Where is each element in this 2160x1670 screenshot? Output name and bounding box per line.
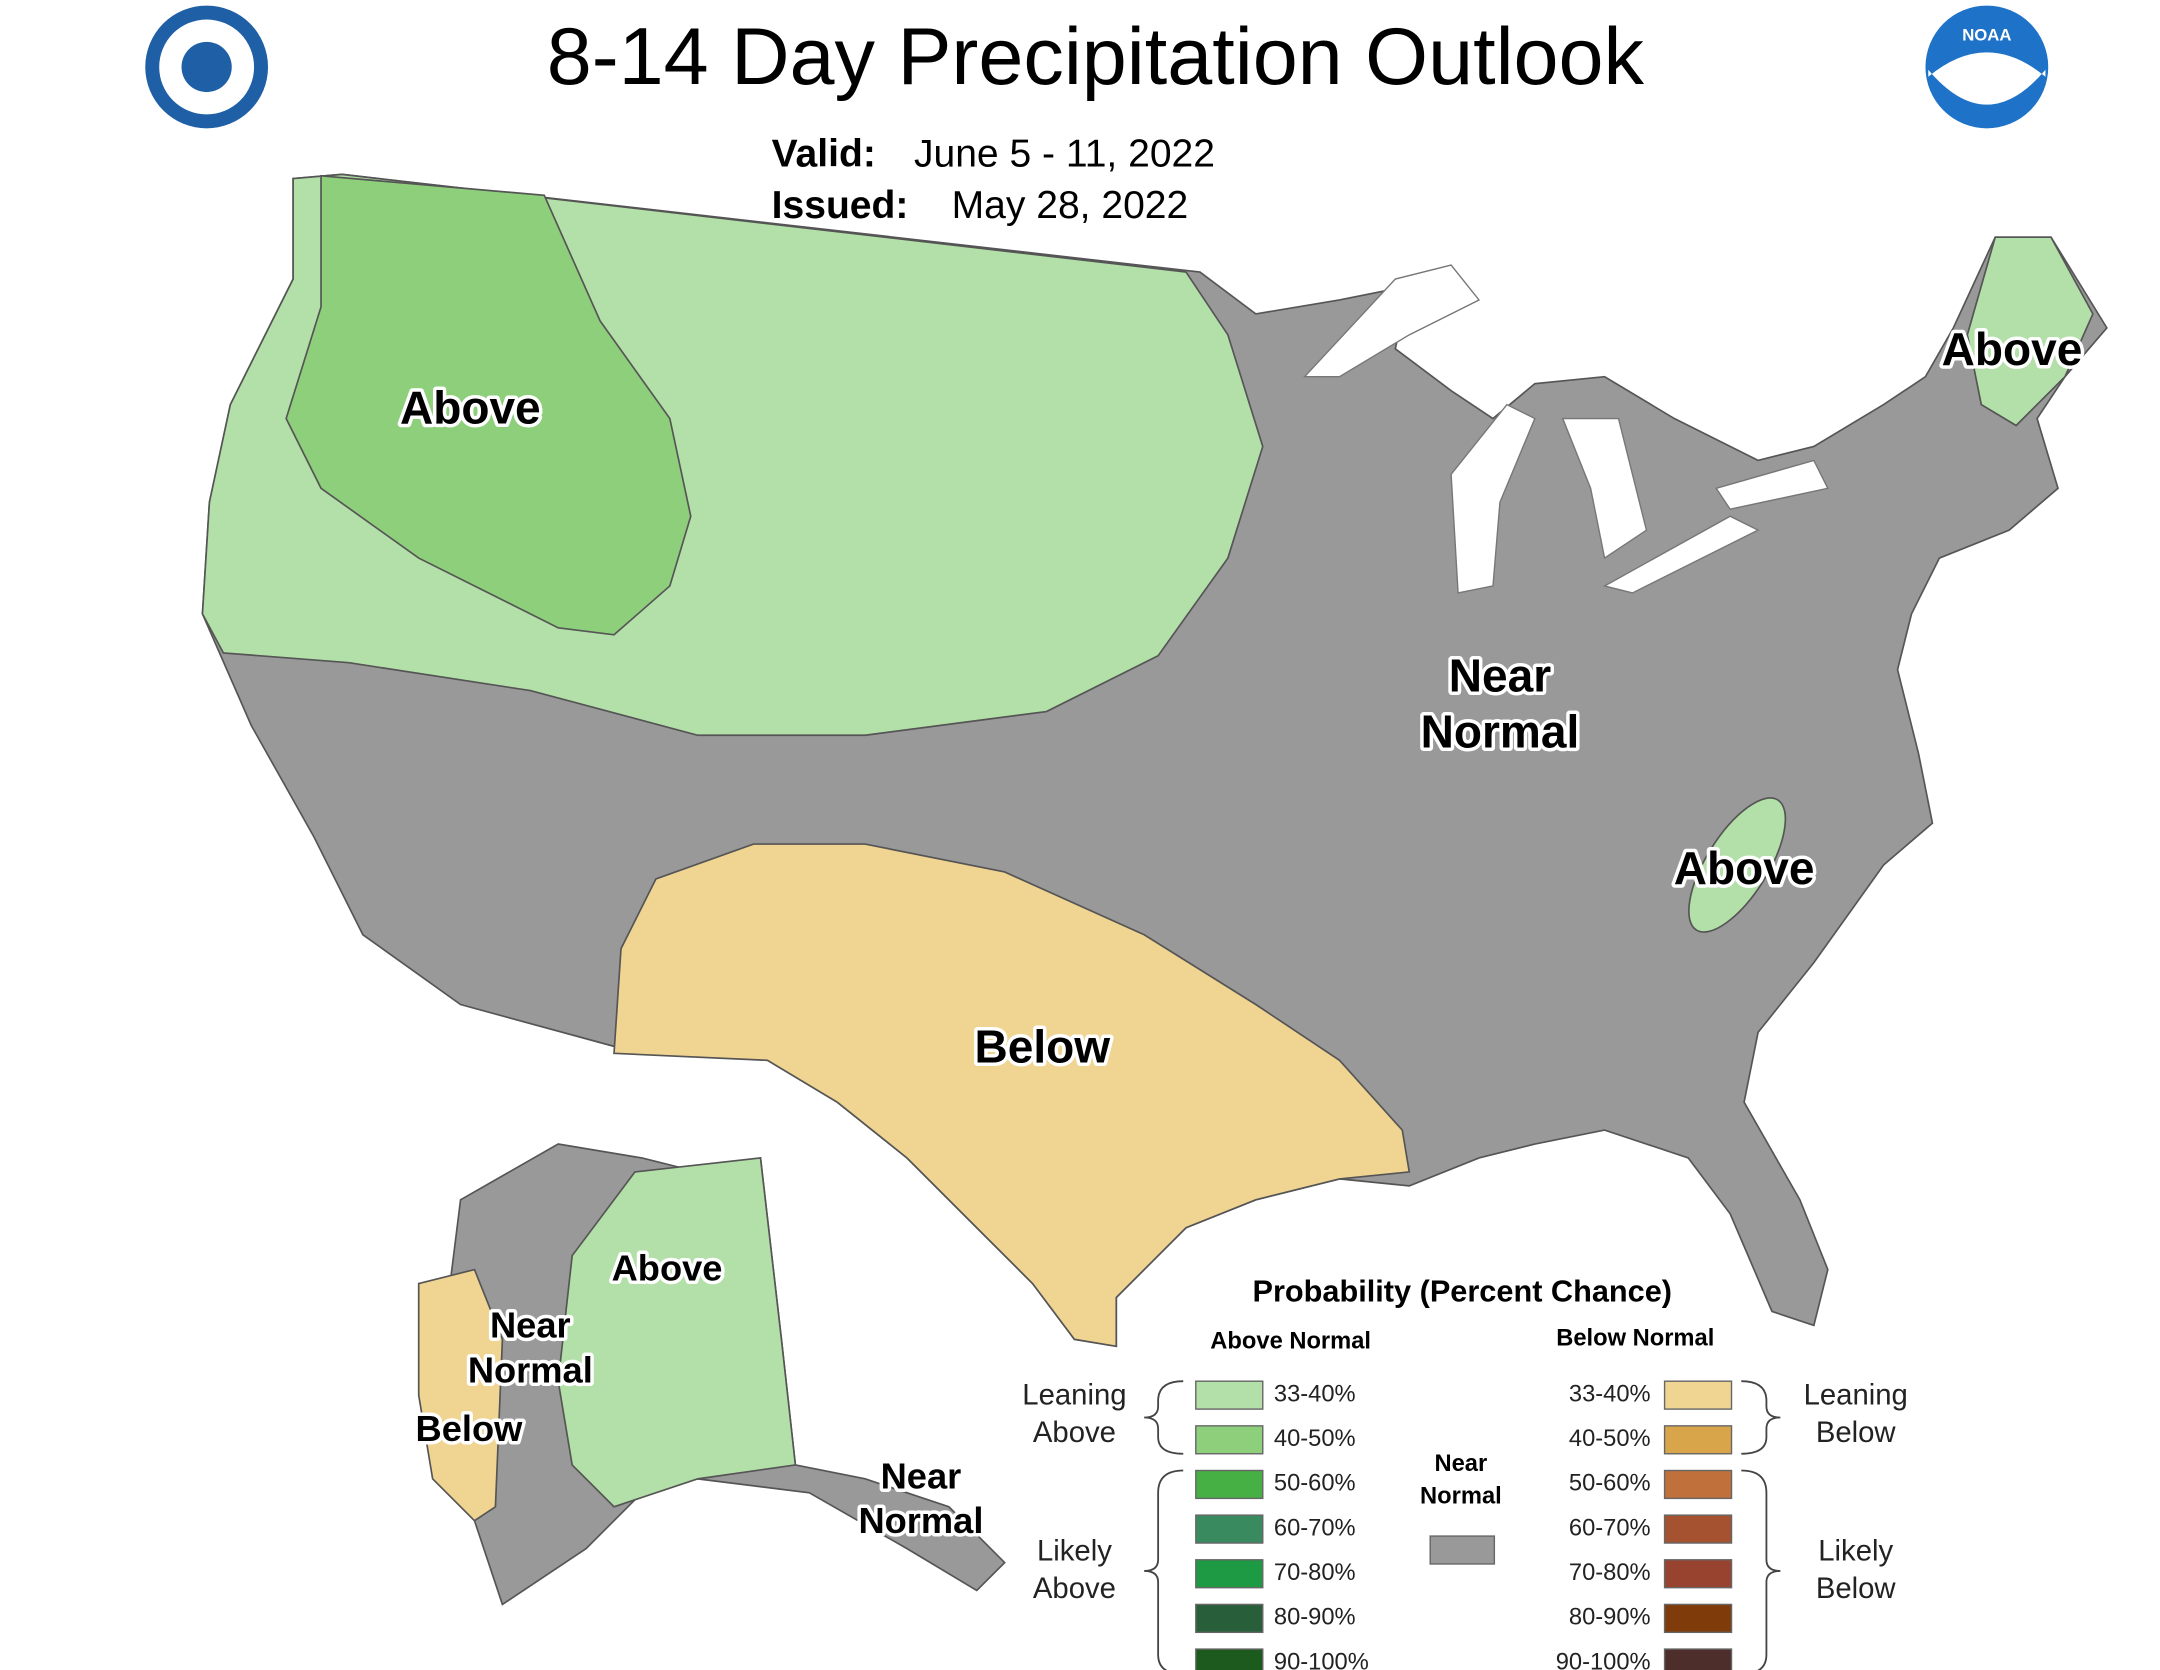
region-label: Above	[612, 1248, 723, 1289]
legend-group: Below	[1816, 1572, 1897, 1605]
region-label: Below	[416, 1408, 524, 1449]
alaska-above-33	[557, 1157, 797, 1508]
valid-date: June 5 - 11, 2022	[914, 133, 1215, 176]
legend-swatch	[1663, 1559, 1733, 1589]
southwest-below-33	[613, 843, 1411, 1348]
legend-swatch	[1195, 1425, 1264, 1455]
legend-swatch	[1195, 1648, 1264, 1670]
legend-label: 33-40%	[1569, 1381, 1651, 1407]
legend-group: Leaning	[1022, 1378, 1126, 1411]
legend-label: 50-60%	[1569, 1471, 1651, 1497]
legend-title: Probability (Percent Chance)	[1253, 1273, 1673, 1308]
maine-above-33	[1966, 236, 2094, 427]
issued-label: Issued:	[772, 184, 909, 227]
legend-label: 40-50%	[1569, 1426, 1651, 1452]
region-label: Above	[1942, 323, 2083, 375]
legend-swatch	[1663, 1603, 1733, 1634]
brace	[1741, 1380, 1781, 1455]
lake-huron	[1561, 417, 1648, 560]
legend-below-header: Below Normal	[1556, 1326, 1714, 1352]
legend-swatch	[1195, 1559, 1264, 1589]
legend-swatch	[1663, 1469, 1733, 1500]
legend-near: Near	[1435, 1451, 1488, 1477]
legend-label: 33-40%	[1274, 1381, 1356, 1407]
title: 8-14 Day Precipitation Outlook	[547, 12, 1645, 102]
legend-label: 60-70%	[1274, 1515, 1356, 1541]
legend-swatch	[1663, 1514, 1733, 1544]
legend-label: 50-60%	[1274, 1471, 1356, 1497]
legend-group: Above	[1033, 1416, 1116, 1449]
brace	[1144, 1469, 1184, 1670]
alaska-below-33	[417, 1268, 504, 1522]
noaa-text: NOAA	[1962, 26, 2011, 45]
legend-group: Likely	[1818, 1535, 1893, 1568]
legend-swatch	[1195, 1514, 1264, 1544]
legend-swatch	[1663, 1380, 1733, 1410]
region-label: Near	[490, 1305, 571, 1346]
legend-swatch	[1195, 1380, 1264, 1410]
lake-ontario	[1715, 459, 1829, 511]
legend-swatch	[1195, 1603, 1264, 1634]
lake-michigan	[1450, 403, 1536, 594]
legend-label: 40-50%	[1274, 1426, 1356, 1452]
lake-superior	[1303, 264, 1481, 378]
legend-label: 70-80%	[1569, 1560, 1651, 1586]
legend-group: Leaning	[1804, 1378, 1908, 1411]
legend-swatch	[1663, 1425, 1733, 1455]
region-label: Near	[1449, 650, 1551, 702]
great-lakes	[1303, 264, 1829, 594]
brace	[1741, 1469, 1781, 1670]
legend-group: Above	[1033, 1572, 1116, 1605]
legend-label: 80-90%	[1274, 1605, 1356, 1631]
valid-label: Valid:	[772, 133, 876, 176]
region-label: Normal	[858, 1500, 983, 1541]
northwest-above-40	[285, 174, 692, 636]
georgia-above-33	[1688, 797, 1787, 933]
legend-swatch	[1429, 1535, 1496, 1565]
noaa-gull	[1928, 52, 2046, 105]
region-label: Above	[1674, 842, 1815, 894]
brace	[1144, 1380, 1184, 1455]
issued-date: May 28, 2022	[952, 184, 1189, 227]
legend-group: Likely	[1037, 1535, 1112, 1568]
legend-label: 80-90%	[1569, 1605, 1651, 1631]
commerce-seal-center	[181, 41, 232, 93]
legend-swatch	[1663, 1648, 1733, 1670]
legend-label: 70-80%	[1274, 1560, 1356, 1586]
legend-label: 90-100%	[1274, 1649, 1369, 1670]
lake-erie	[1602, 515, 1760, 594]
region-label: Normal	[1421, 705, 1580, 757]
legend-group: Below	[1816, 1416, 1897, 1449]
region-label: Below	[975, 1021, 1111, 1073]
legend-label: 90-100%	[1556, 1649, 1651, 1670]
region-label: Above	[400, 382, 541, 434]
legend-above-header: Above Normal	[1210, 1328, 1371, 1354]
legend-label: 60-70%	[1569, 1515, 1651, 1541]
legend-swatch	[1195, 1469, 1264, 1500]
legend-near: Normal	[1420, 1483, 1502, 1509]
region-label: Near	[881, 1455, 962, 1496]
region-label: Normal	[468, 1349, 593, 1390]
